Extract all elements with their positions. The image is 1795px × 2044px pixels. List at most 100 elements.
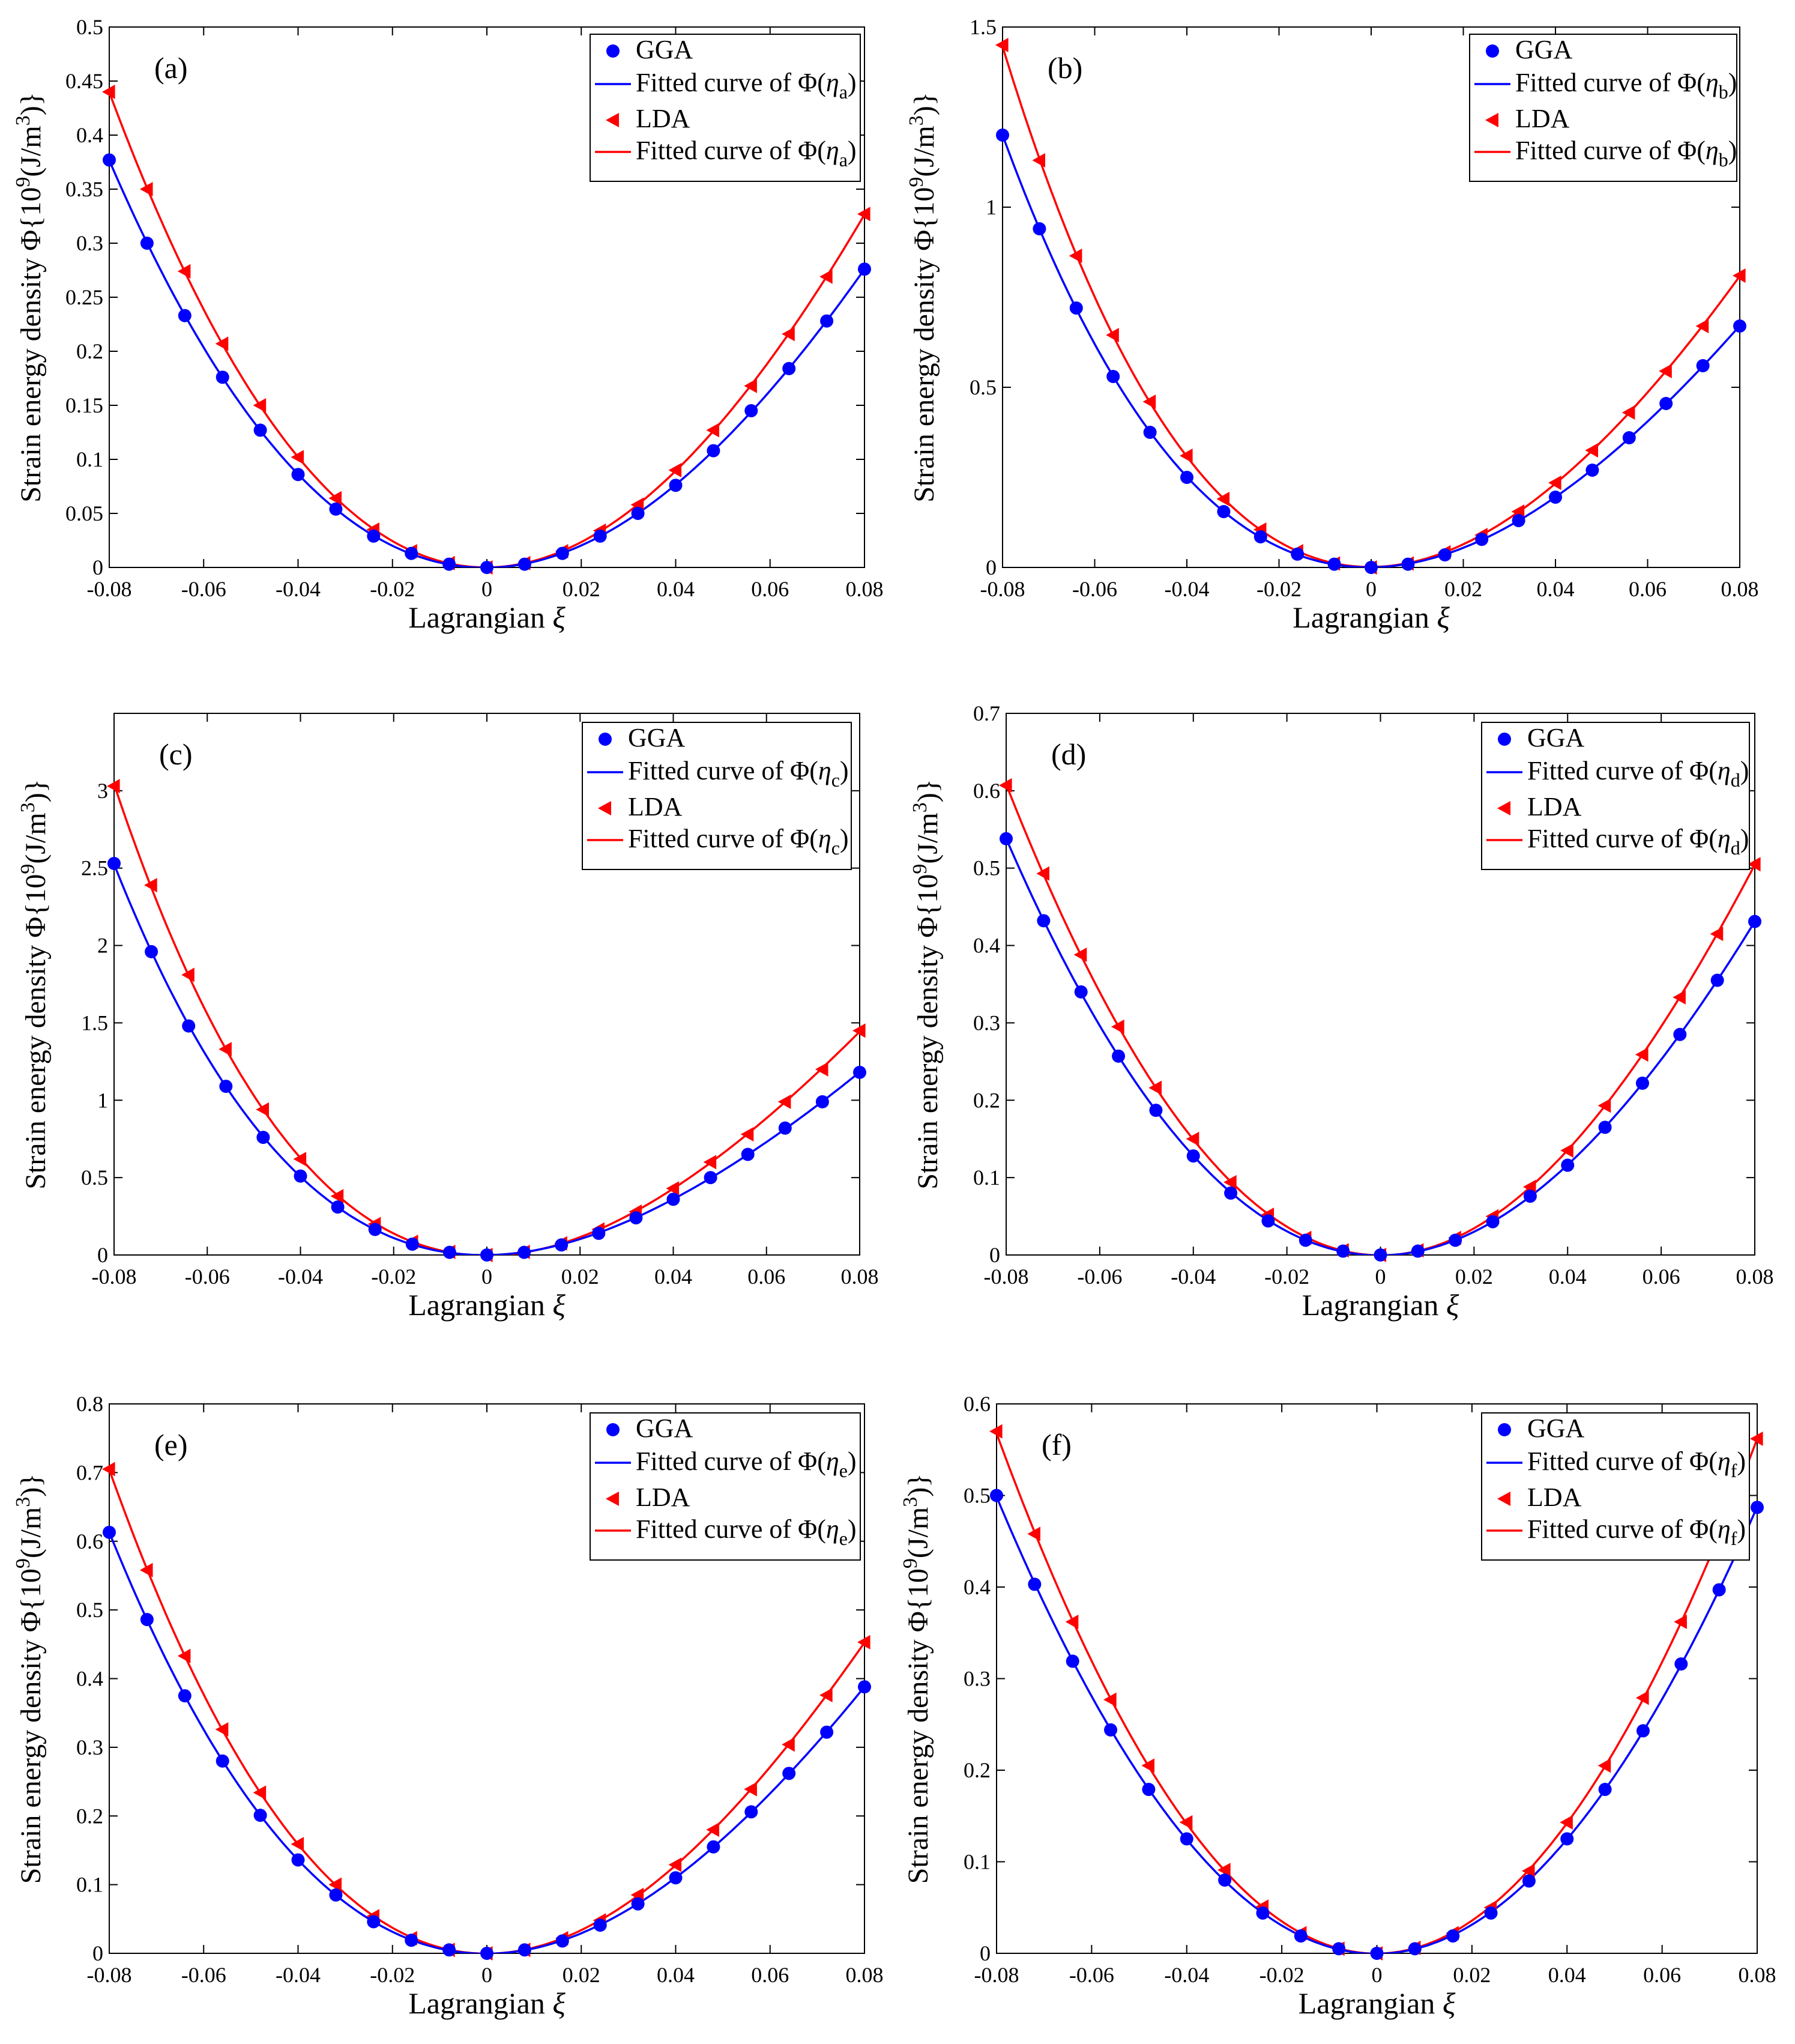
gga-point [1401,557,1415,571]
legend-fit-eta: η [818,756,831,785]
x-tick-label: -0.06 [1077,1265,1122,1289]
legend-box [1469,34,1737,182]
x-tick-label: 0.04 [1548,1963,1586,1987]
lda-point [139,182,153,196]
lda-point [999,778,1012,793]
y-tick-label: 0.3 [964,1667,991,1691]
legend-fit-eta: η [1718,824,1731,853]
panel-label: (b) [1048,51,1082,85]
legend-fit-close: ) [1740,824,1749,853]
gga-point [782,1767,796,1780]
panel-d: -0.08 -0.06 -0.04 -0.02 0 0.02 0.04 0.06 0.08 0 0.… [909,701,1774,1322]
x-axis-label: Lagrangian ξ [1293,600,1450,634]
gga-point [1411,1244,1425,1258]
lda-point [815,1062,828,1077]
y-tick-label: 0 [97,1243,108,1267]
fitted-curve-gga [114,863,860,1255]
x-tick-label: -0.08 [980,577,1025,601]
x-axis-label-symbol: ξ [552,1986,566,2020]
gga-point [103,153,116,167]
gga-point [707,1840,720,1854]
y-axis-label-text: Strain energy density [20,938,52,1190]
gga-point [1261,1214,1275,1228]
legend-lda-fit-label: Fitted curve of Φ(ηa) [636,136,857,171]
lda-point [1695,319,1709,333]
y-axis-label-exp: 3 [905,115,928,125]
legend-lda-label: LDA [1527,1483,1582,1512]
gga-point [1449,1233,1462,1247]
legend-lda-label: LDA [636,1483,690,1512]
lda-point [1674,1614,1687,1629]
gga-point [669,479,683,492]
x-tick-label: -0.06 [181,577,226,601]
lda-point [857,1634,870,1649]
y-axis-label-unit: )} [15,92,47,115]
gga-point [1659,397,1673,410]
y-tick-label: 0.4 [964,1575,991,1599]
y-axis-label-text: Strain energy density [902,1632,934,1884]
legend-fit-eta: η [1706,68,1719,97]
gga-point [1291,547,1305,561]
y-tick-label: 0.2 [76,1804,103,1828]
y-tick-label: 0.5 [973,856,1000,880]
x-tick-label: -0.04 [278,1265,323,1289]
x-tick-label: -0.08 [87,1963,132,1987]
legend-fit-prefix: Fitted curve of Φ( [628,824,818,853]
y-tick-label: 0.4 [76,123,103,147]
y-axis-label-unit: (J/m [902,1507,934,1558]
y-tick-label: 1.5 [81,1011,108,1035]
legend-gga-label: GGA [1515,35,1573,64]
x-tick-label: 0.08 [1721,577,1759,601]
y-tick-label: 1 [986,195,997,219]
lda-point [253,398,267,413]
x-tick-label: -0.04 [276,1963,321,1987]
gga-point [1748,915,1761,928]
lda-point [1180,449,1193,463]
panel-a: -0.08 -0.06 -0.04 -0.02 0 0.02 0.04 0.06 0.08 0 0.… [12,15,884,634]
y-tick-label: 0.5 [970,375,997,399]
legend-gga-fit-label: Fitted curve of Φ(ηf) [1527,1447,1746,1481]
gga-point [367,529,381,543]
lda-point [291,1837,304,1852]
gga-point [1112,1049,1126,1063]
gga-point [1622,431,1636,444]
lda-point [293,1152,307,1167]
gga-point [1751,1501,1764,1514]
x-axis-label-symbol: ξ [1437,600,1450,634]
legend-gga-marker [1486,44,1499,58]
gga-point [1143,426,1157,439]
lda-point [1673,990,1686,1005]
lda-point [1710,927,1724,942]
gga-point [631,1897,645,1911]
legend-gga-marker [1498,1423,1511,1436]
gga-point [1106,370,1120,383]
y-tick-label: 0.7 [973,701,1000,725]
y-tick-label: 0.7 [76,1460,103,1484]
legend-fit-prefix: Fitted curve of Φ( [636,1514,826,1544]
gga-point [593,529,607,543]
gga-point [1484,1906,1498,1920]
lda-point [1750,1431,1763,1446]
gga-point [853,1065,866,1079]
gga-point [744,1805,758,1819]
gga-point [103,1525,116,1539]
lda-point [107,779,120,794]
lda-point [1103,1692,1117,1707]
legend-lda-marker [1497,1492,1510,1506]
y-axis-label-exp: 3 [899,1497,922,1507]
y-tick-label: 0.6 [76,1529,103,1553]
gga-point [140,1613,154,1627]
legend-fit-eta: η [1718,1514,1731,1544]
y-axis-label-unit: Φ{10 [908,187,940,251]
x-axis-label: Lagrangian ξ [408,1288,566,1322]
lda-point [819,1687,833,1702]
gga-point [1294,1929,1308,1943]
gga-point [1733,319,1746,333]
x-tick-label: 0.02 [563,577,600,601]
legend-fit-prefix: Fitted curve of Φ( [636,1447,826,1476]
panel-label: (c) [159,737,193,771]
x-tick-label: 0.02 [1444,577,1482,601]
fitted-curve-gga [1006,838,1755,1255]
gga-point [1028,1577,1042,1591]
